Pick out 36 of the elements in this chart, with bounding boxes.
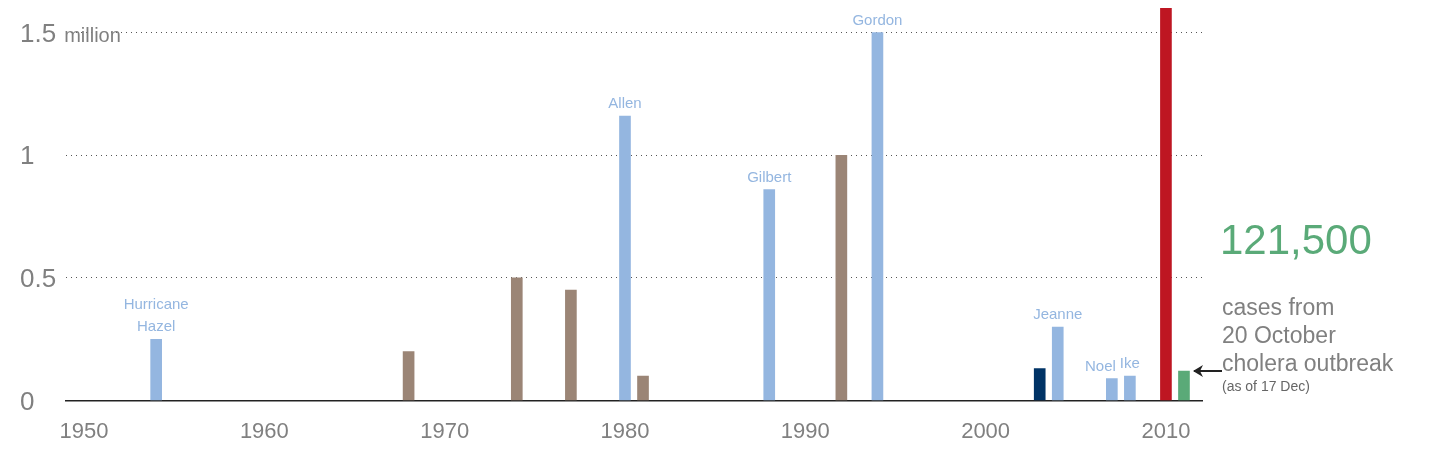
bar [1178,370,1190,401]
annotation: Allen [608,93,642,111]
text: 121,500 [1220,216,1372,264]
bar [637,375,649,401]
bar [1160,8,1172,401]
bar [1124,375,1136,401]
bar [835,154,848,401]
x-tick-label: 1980 [600,417,650,443]
bar [565,289,577,401]
x-tick-label: 1990 [780,417,830,443]
x-tick-label: 1950 [59,417,109,443]
bar [1106,378,1118,401]
bar [1051,326,1064,401]
y-tick-label: 0 [20,385,35,416]
annotation: Hurricane Hazel [123,295,189,335]
annotation: Ike [1119,354,1140,372]
bar [150,338,162,401]
bar [1033,368,1046,401]
y-tick-label: 1 [20,140,35,171]
bar [871,32,884,401]
text: cases from 20 October cholera outbreak [1222,294,1394,377]
bar [402,351,415,401]
x-tick-label: 1960 [239,417,289,443]
bar [619,115,631,401]
annotation: Gordon [852,10,903,28]
bar [510,277,523,401]
y-tick-label: 1.5 million [20,17,121,48]
x-tick-label: 1970 [420,417,470,443]
x-tick-label: 2010 [1141,417,1191,443]
bar [763,189,776,401]
y-tick-label: 0.5 [20,263,57,294]
annotation: Gilbert [747,167,793,185]
text: (as of 17 Dec) [1222,378,1310,395]
x-tick-label: 2000 [961,417,1011,443]
annotation: Jeanne [1033,304,1083,322]
annotation: Noel [1085,356,1116,374]
